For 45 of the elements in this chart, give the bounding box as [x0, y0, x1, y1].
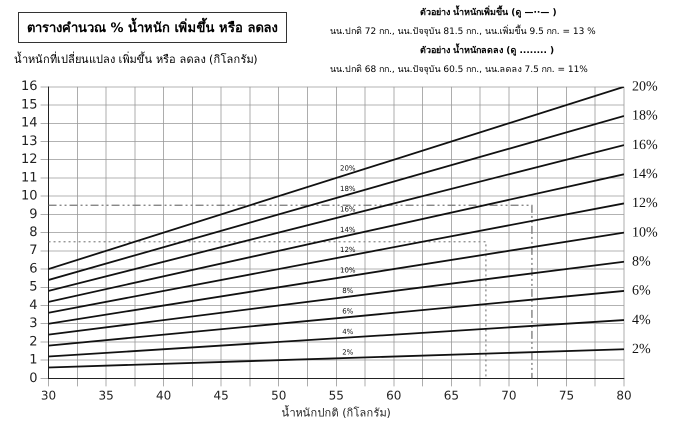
y-tick-label: 6	[29, 261, 38, 276]
text: 16%	[632, 138, 658, 153]
text: ตัวอย่าง น้ำหนักลดลง (ดู ........ )	[419, 42, 556, 58]
y-tick-label: 16	[20, 79, 38, 94]
x-tick-label: 70	[501, 388, 517, 403]
text: 18%	[632, 108, 658, 124]
y-tick-label: 3	[29, 316, 38, 332]
text: นน.ปกติ 72 กก., นน.ปัจจุบัน 81.5 กก., นน.เพิ่มขึ้น 9.5 กก. = 13 %	[330, 24, 597, 39]
x-tick-label: 65	[444, 388, 460, 403]
y-tick-label: 8	[29, 224, 38, 240]
y-tick-label: 10	[20, 188, 38, 204]
y-tick-label: 4	[29, 298, 38, 313]
x-tick-label: 30	[40, 388, 56, 403]
text: 4%	[632, 312, 651, 328]
x-tick-label: 60	[386, 388, 402, 403]
text: 6%	[632, 284, 651, 299]
chart-title: ตารางคำนวณ % น้ำหนัก เพิ่มขึ้น หรือ ลดลง	[18, 12, 287, 43]
y-tick-label: 15	[20, 97, 38, 112]
y-tick-label: 1	[29, 352, 38, 368]
y-tick-label: 11	[20, 170, 38, 186]
y-tick-label: 12	[20, 152, 38, 168]
x-tick-label: 75	[558, 388, 574, 403]
y-tick-label: 7	[29, 243, 38, 258]
y-tick-label: 9	[29, 206, 38, 222]
text: 14%	[632, 166, 658, 182]
x-tick-label: 45	[214, 388, 229, 403]
x-tick-label: 50	[271, 388, 286, 403]
x-tick-label: 80	[616, 388, 632, 403]
x-tick-label: 55	[328, 388, 344, 403]
text: 20%	[632, 79, 658, 94]
y-tick-label: 5	[29, 280, 38, 295]
x-tick-label: 40	[156, 388, 172, 403]
y-tick-label: 2	[29, 334, 38, 350]
text: 12%	[632, 196, 658, 212]
text: นน.ปกติ 68 กก., นน.ปัจจุบัน 60.5 กก., นน.ลดลง 7.5 กก. = 11%	[330, 64, 589, 77]
y-tick-label: 14	[20, 116, 38, 131]
text: ตัวอย่าง น้ำหนักเพิ่มขึ้น (ดู —··— )	[419, 4, 558, 20]
y-tick-label: 13	[20, 134, 38, 149]
text: 8%	[632, 254, 651, 270]
x-tick-label: 35	[98, 388, 114, 403]
text: 10%	[632, 225, 658, 240]
y-axis-title: น้ำหนักที่เปลี่ยนแปลง เพิ่มขึ้น หรือ ลดลง (กิโลกรัม)	[14, 50, 258, 68]
text: 2%	[632, 342, 651, 357]
y-tick-label: 0	[29, 370, 38, 386]
x-axis-title: น้ำหนักปกติ (กิโลกรัม)	[282, 404, 391, 420]
